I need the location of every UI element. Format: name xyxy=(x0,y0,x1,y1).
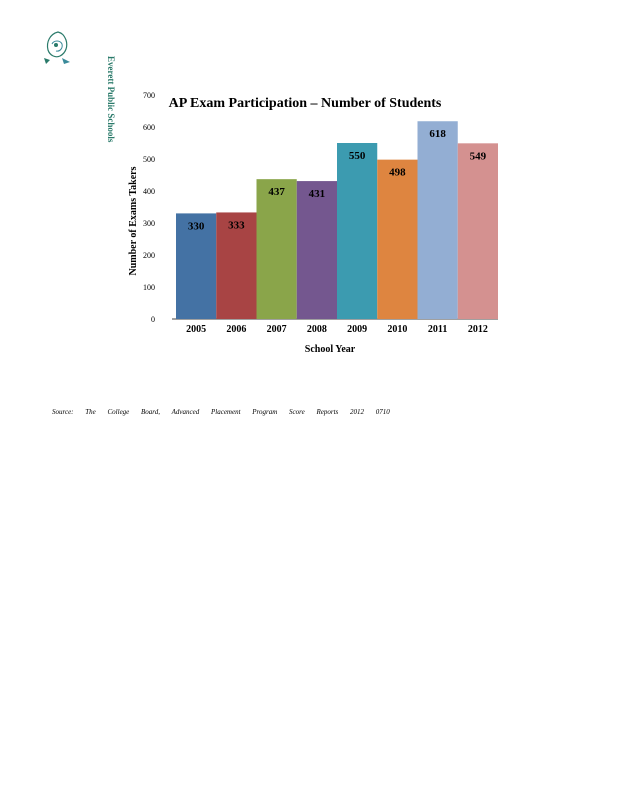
y-tick-label: 0 xyxy=(151,315,155,324)
x-category-label: 2010 xyxy=(387,324,407,335)
x-category-label: 2008 xyxy=(307,324,327,335)
chart-title: AP Exam Participation – Number of Studen… xyxy=(169,96,442,111)
y-tick-label: 500 xyxy=(143,155,155,164)
bar-value-label: 333 xyxy=(228,219,245,231)
bar-2007 xyxy=(256,179,297,319)
bar-value-label: 330 xyxy=(188,220,205,232)
bar-value-label: 431 xyxy=(309,188,326,200)
x-categories-layer: 2005 2006 2007 2008 2009 2010 2011 2012 xyxy=(186,324,488,335)
x-category-label: 2009 xyxy=(347,324,367,335)
district-logo: Everett Public Schools xyxy=(40,28,116,142)
y-tick-label: 200 xyxy=(143,251,155,260)
bar-value-label: 550 xyxy=(349,150,366,162)
bar-2005 xyxy=(176,213,217,319)
source-note: Source: The College Board, Advanced Plac… xyxy=(52,408,390,416)
x-category-label: 2012 xyxy=(468,324,488,335)
y-tick-label: 100 xyxy=(143,283,155,292)
bar-value-label: 618 xyxy=(429,128,446,140)
y-axis-title: Number of Exams Takers xyxy=(128,166,139,275)
logo-wordmark: Everett Public Schools xyxy=(106,56,116,143)
y-tick-label: 600 xyxy=(143,123,155,132)
x-category-label: 2006 xyxy=(226,324,246,335)
ap-exam-chart: AP Exam Participation – Number of Studen… xyxy=(128,91,498,355)
bar-2011 xyxy=(417,121,458,320)
bar-2009 xyxy=(337,143,378,319)
x-category-label: 2011 xyxy=(428,324,447,335)
x-category-label: 2005 xyxy=(186,324,206,335)
bar-2008 xyxy=(296,181,337,319)
bar-2010 xyxy=(377,159,418,319)
bar-value-label: 437 xyxy=(268,186,285,198)
y-ticks-layer: 0 100 200 300 400 500 600 700 xyxy=(143,91,155,324)
y-tick-label: 700 xyxy=(143,91,155,100)
bar-value-label: 549 xyxy=(470,150,487,162)
logo-emblem-icon xyxy=(44,31,70,64)
x-category-label: 2007 xyxy=(267,324,287,335)
y-tick-label: 300 xyxy=(143,219,155,228)
bar-value-label: 498 xyxy=(389,167,406,179)
bars-layer: 330 333 437 431 550 498 618 549 xyxy=(176,121,498,320)
y-tick-label: 400 xyxy=(143,187,155,196)
bar-2006 xyxy=(216,212,257,319)
x-axis-title: School Year xyxy=(305,344,356,355)
bar-2012 xyxy=(457,143,498,319)
